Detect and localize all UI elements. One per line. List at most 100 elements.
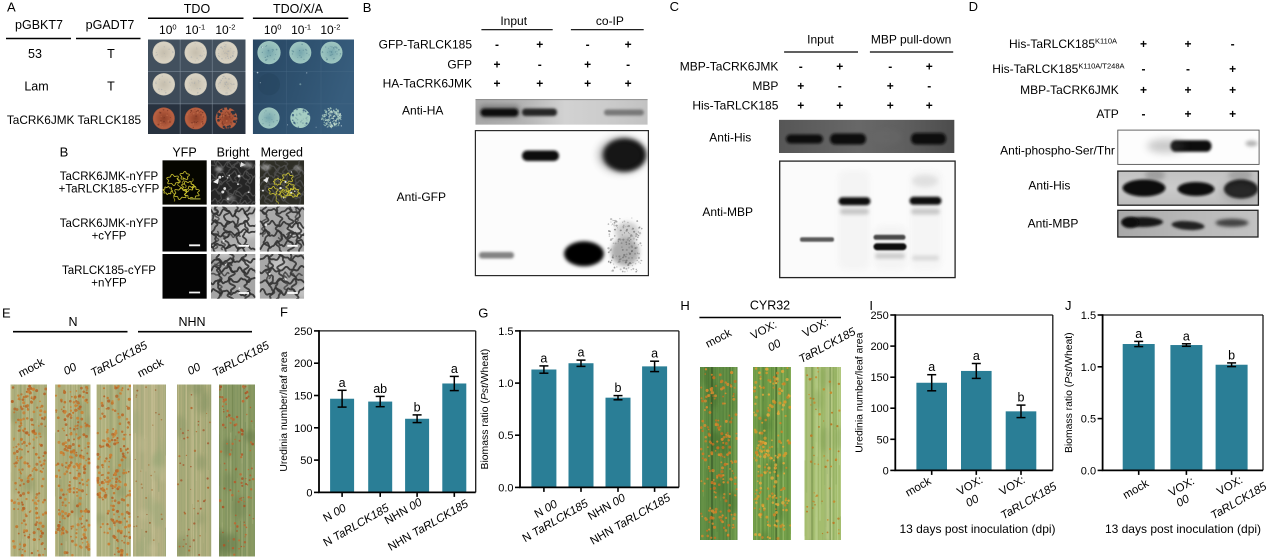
svg-text:-: - xyxy=(1231,37,1235,51)
svg-text:Anti-GFP: Anti-GFP xyxy=(397,190,446,204)
svg-text:NHN: NHN xyxy=(178,315,205,329)
svg-text:Bright: Bright xyxy=(217,146,250,160)
svg-text:ATP: ATP xyxy=(1096,107,1118,121)
svg-text:+nYFP: +nYFP xyxy=(91,277,127,289)
svg-text:10-2: 10-2 xyxy=(320,23,340,38)
svg-text:+: + xyxy=(493,58,500,72)
svg-text:TDO/X/A: TDO/X/A xyxy=(273,2,324,16)
svg-text:MBP: MBP xyxy=(752,79,778,93)
svg-text:+: + xyxy=(584,77,591,91)
svg-text:Anti-His: Anti-His xyxy=(709,131,751,145)
svg-text:0.5: 0.5 xyxy=(498,430,513,442)
svg-text:Uredinia number/leaf area: Uredinia number/leaf area xyxy=(854,332,865,452)
svg-text:His-TaRLCK185K110A/T248A: His-TaRLCK185K110A/T248A xyxy=(992,61,1124,76)
svg-text:b: b xyxy=(414,400,421,414)
svg-text:+: + xyxy=(1229,83,1236,97)
svg-text:a: a xyxy=(1183,329,1190,343)
svg-text:I: I xyxy=(869,298,873,313)
svg-text:NHN TaRLCK185: NHN TaRLCK185 xyxy=(588,492,673,548)
svg-text:GFP: GFP xyxy=(447,58,472,72)
svg-text:VOX:: VOX: xyxy=(998,474,1028,498)
svg-text:0: 0 xyxy=(883,465,889,477)
svg-text:a: a xyxy=(540,351,547,365)
svg-text:T: T xyxy=(107,47,115,61)
svg-text:+: + xyxy=(536,38,543,52)
svg-text:150: 150 xyxy=(294,391,312,403)
svg-text:1.5: 1.5 xyxy=(498,326,513,338)
svg-text:250: 250 xyxy=(870,310,888,322)
svg-text:MBP-TaCRK6JMK: MBP-TaCRK6JMK xyxy=(680,59,779,73)
svg-text:N 00: N 00 xyxy=(533,498,561,521)
svg-text:Biomass ratio (Pst/Wheat): Biomass ratio (Pst/Wheat) xyxy=(480,349,491,470)
svg-text:-: - xyxy=(838,79,842,93)
svg-text:1.5: 1.5 xyxy=(1081,310,1096,322)
svg-text:TaCRK6JMK-nYFP: TaCRK6JMK-nYFP xyxy=(60,171,159,183)
svg-text:T: T xyxy=(107,80,115,94)
svg-text:CYR32: CYR32 xyxy=(750,299,790,313)
svg-text:+: + xyxy=(584,58,591,72)
svg-text:b: b xyxy=(1018,391,1025,405)
svg-text:+: + xyxy=(1184,37,1191,51)
svg-text:-: - xyxy=(1142,62,1146,76)
svg-text:VOX:: VOX: xyxy=(955,474,985,498)
svg-text:+: + xyxy=(926,98,933,112)
svg-text:+: + xyxy=(1229,62,1236,76)
svg-text:Anti-phospho-Ser/Thr: Anti-phospho-Ser/Thr xyxy=(1000,144,1115,158)
svg-text:13 days post inoculation (dpi): 13 days post inoculation (dpi) xyxy=(1105,522,1261,536)
svg-text:00: 00 xyxy=(186,361,203,378)
svg-text:+: + xyxy=(797,79,804,93)
svg-text:-: - xyxy=(586,38,590,52)
svg-text:200: 200 xyxy=(294,358,312,370)
svg-text:+: + xyxy=(1184,107,1191,121)
svg-text:Anti-MBP: Anti-MBP xyxy=(1028,217,1079,231)
svg-text:B: B xyxy=(60,145,69,160)
svg-text:+: + xyxy=(887,79,894,93)
svg-text:+: + xyxy=(1229,107,1236,121)
svg-text:50: 50 xyxy=(877,434,889,446)
svg-text:NHN TaRLCK185: NHN TaRLCK185 xyxy=(386,498,471,554)
svg-text:VOX:: VOX: xyxy=(801,317,831,340)
svg-text:pGBKT7: pGBKT7 xyxy=(15,18,63,32)
svg-text:MBP-TaCRK6JMK: MBP-TaCRK6JMK xyxy=(1020,83,1119,97)
svg-text:+: + xyxy=(926,59,933,73)
svg-text:co-IP: co-IP xyxy=(596,14,624,28)
svg-text:-: - xyxy=(1142,107,1146,121)
svg-text:50: 50 xyxy=(300,455,312,467)
svg-text:TaRLCK185: TaRLCK185 xyxy=(211,339,272,379)
svg-text:-: - xyxy=(1186,62,1190,76)
svg-text:pGADT7: pGADT7 xyxy=(86,18,135,32)
svg-text:0.5: 0.5 xyxy=(1081,414,1096,426)
svg-text:00: 00 xyxy=(1175,493,1193,510)
svg-text:TDO: TDO xyxy=(184,2,211,16)
svg-text:200: 200 xyxy=(870,341,888,353)
svg-text:Merged: Merged xyxy=(261,146,303,160)
svg-text:+: + xyxy=(797,98,804,112)
svg-text:F: F xyxy=(280,305,288,320)
svg-text:13 days post inoculation (dpi): 13 days post inoculation (dpi) xyxy=(899,522,1055,536)
svg-text:-: - xyxy=(538,58,542,72)
svg-text:mock: mock xyxy=(904,475,934,499)
svg-text:-: - xyxy=(626,58,630,72)
svg-text:YFP: YFP xyxy=(172,146,196,160)
svg-text:100: 100 xyxy=(264,23,282,38)
svg-text:mock: mock xyxy=(704,327,734,351)
svg-text:1.0: 1.0 xyxy=(1081,362,1096,374)
svg-text:+: + xyxy=(1140,37,1147,51)
svg-text:b: b xyxy=(615,381,622,395)
svg-text:N 00: N 00 xyxy=(321,502,349,525)
svg-text:B: B xyxy=(363,0,372,15)
svg-text:+TaRLCK185-cYFP: +TaRLCK185-cYFP xyxy=(59,184,160,196)
svg-text:a: a xyxy=(928,360,935,374)
svg-text:ab: ab xyxy=(373,382,387,396)
svg-text:Anti-MBP: Anti-MBP xyxy=(702,205,753,219)
svg-text:0.0: 0.0 xyxy=(1081,465,1096,477)
svg-text:150: 150 xyxy=(870,372,888,384)
svg-text:Input: Input xyxy=(807,33,834,47)
svg-text:+: + xyxy=(536,77,543,91)
svg-text:10-2: 10-2 xyxy=(215,23,235,38)
svg-text:His-TaRLCK185K110A: His-TaRLCK185K110A xyxy=(1009,37,1117,52)
svg-text:+cYFP: +cYFP xyxy=(92,231,127,243)
svg-text:+: + xyxy=(625,38,632,52)
svg-text:+: + xyxy=(887,98,894,112)
svg-text:-: - xyxy=(888,59,892,73)
